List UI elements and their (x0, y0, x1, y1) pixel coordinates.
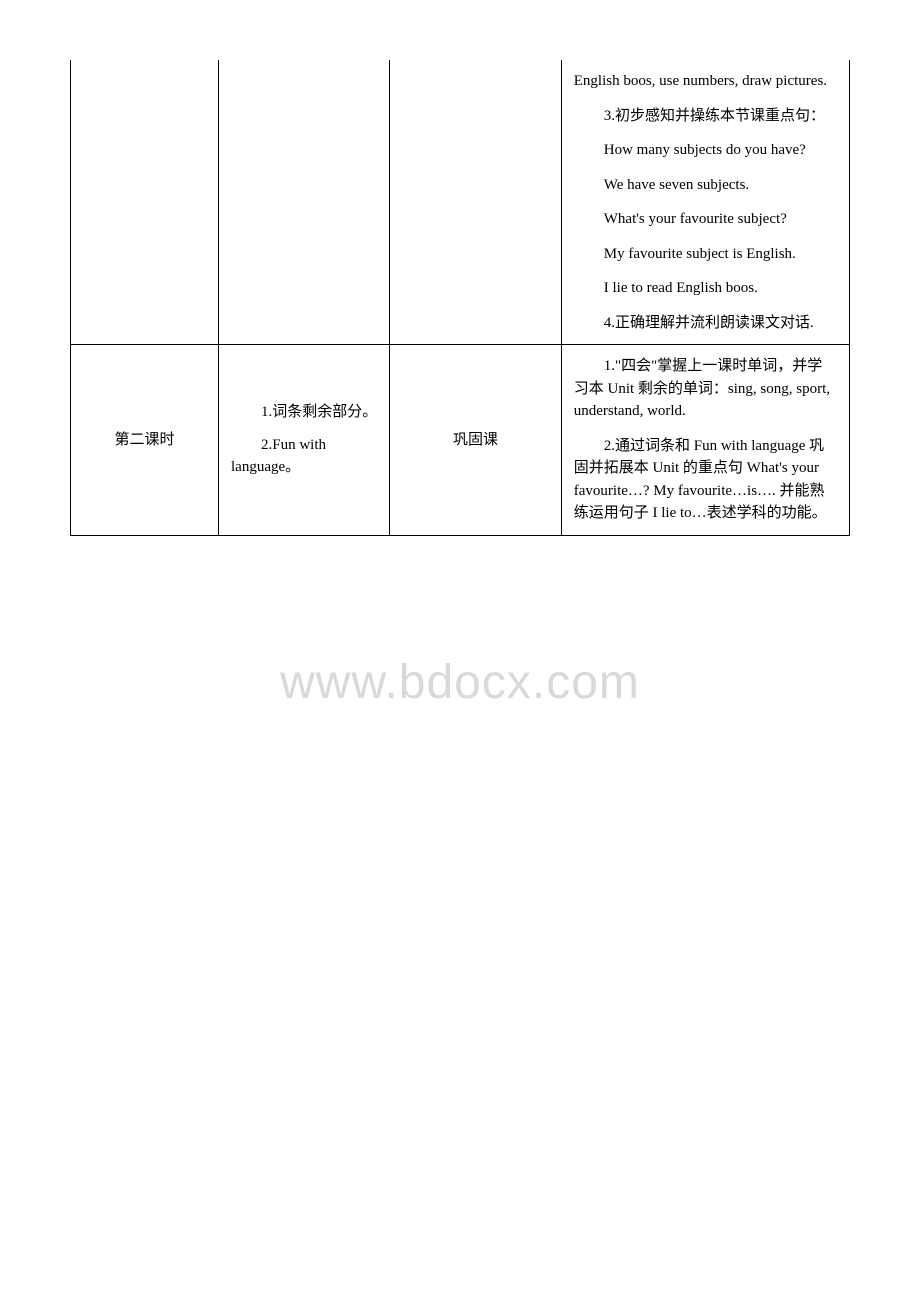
objective-text: 2.通过词条和 Fun with language 巩固并拓展本 Unit 的重… (574, 435, 837, 525)
objective-text: How many subjects do you have? (574, 139, 837, 162)
objective-text: My favourite subject is English. (574, 243, 837, 266)
objective-text: English boos, use numbers, draw pictures… (574, 70, 837, 93)
table-row: 第二课时 1.词条剩余部分。 2.Fun with language。 巩固课 … (71, 345, 850, 536)
cell-lesson-period-2: 第二课时 (71, 345, 219, 536)
objective-text: What's your favourite subject? (574, 208, 837, 231)
cell-lesson-period-1 (71, 60, 219, 345)
objective-text: I lie to read English boos. (574, 277, 837, 300)
objective-text: 4.正确理解并流利朗读课文对话. (574, 312, 837, 335)
table-row: English boos, use numbers, draw pictures… (71, 60, 850, 345)
content-text: 2.Fun with language。 (231, 434, 377, 479)
cell-content-1 (219, 60, 390, 345)
objective-text: We have seven subjects. (574, 174, 837, 197)
objective-text: 1."四会"掌握上一课时单词，并学习本 Unit 剩余的单词：sing, son… (574, 355, 837, 423)
cell-type-1 (390, 60, 561, 345)
watermark: www.bdocx.com (280, 655, 640, 710)
cell-content-2: 1.词条剩余部分。 2.Fun with language。 (219, 345, 390, 536)
cell-type-2: 巩固课 (390, 345, 561, 536)
lesson-table: English boos, use numbers, draw pictures… (70, 60, 850, 536)
content-text: 1.词条剩余部分。 (231, 401, 377, 424)
table-container: English boos, use numbers, draw pictures… (70, 60, 850, 536)
objective-text: 3.初步感知并操练本节课重点句： (574, 105, 837, 128)
cell-objectives-1: English boos, use numbers, draw pictures… (561, 60, 849, 345)
cell-objectives-2: 1."四会"掌握上一课时单词，并学习本 Unit 剩余的单词：sing, son… (561, 345, 849, 536)
